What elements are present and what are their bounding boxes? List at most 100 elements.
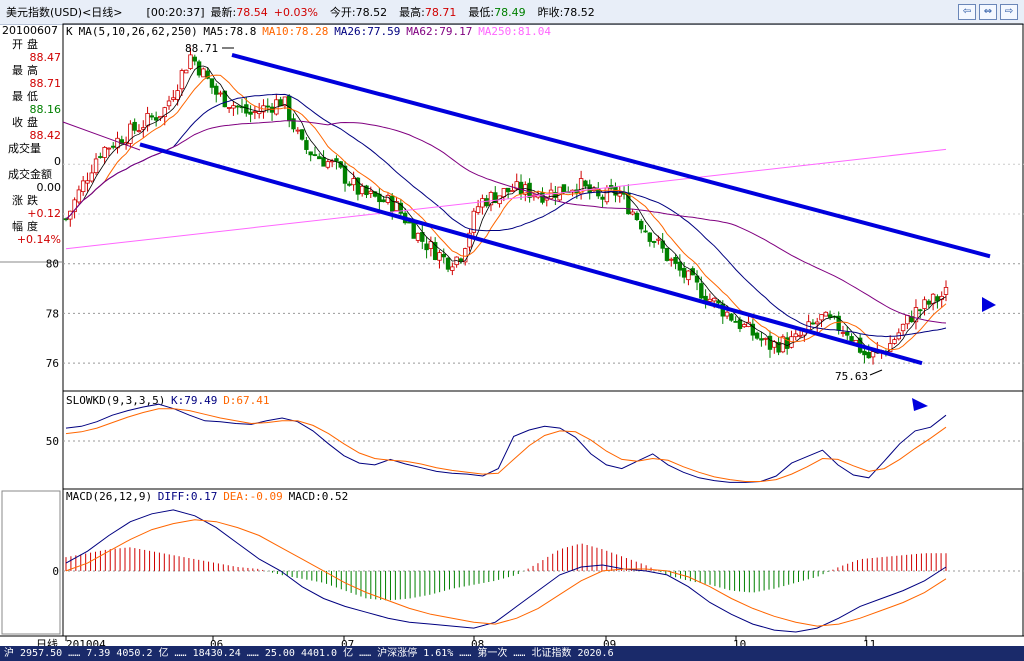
ma26-line (65, 93, 947, 338)
y-tick-label: 76 (46, 357, 59, 370)
prev-value: 78.52 (563, 5, 595, 19)
channel-lower-arrow (912, 398, 928, 411)
ma62-lead-line (62, 121, 141, 151)
candle-body (244, 104, 249, 114)
latest-change: +0.03% (273, 5, 318, 19)
volume-label: 成交量 (8, 142, 41, 155)
latest-value: 78.54 (236, 5, 268, 19)
candle-body (634, 212, 640, 221)
ma-legend-2: MA5:78.8 (203, 25, 256, 38)
candle-body (686, 270, 691, 281)
kd-k-line (65, 403, 947, 483)
candle-body (578, 178, 584, 195)
candle-body (89, 172, 94, 182)
candle-body (295, 129, 301, 132)
candle-body (407, 221, 412, 224)
candle-body (415, 232, 421, 241)
candle-body (201, 68, 206, 78)
candle-body (793, 333, 798, 338)
candle-body (162, 107, 167, 118)
candle-body (308, 151, 313, 156)
candle-body (183, 69, 189, 74)
candle-body (656, 238, 661, 241)
candle-body (711, 297, 717, 302)
candle-body (518, 181, 524, 195)
candle-body (149, 115, 155, 118)
volume-value: 0 (54, 155, 61, 168)
ma-legend-5: MA62:79.17 (406, 25, 472, 38)
ma250-line (65, 148, 947, 250)
candle-body (840, 332, 846, 334)
kd-y-tick: 50 (46, 435, 59, 448)
restore-icon[interactable]: ⇔ (979, 4, 997, 20)
candle-body (484, 198, 489, 207)
candle-body (471, 210, 477, 233)
candle-body (737, 319, 743, 329)
candle-body (630, 211, 635, 215)
candle-body (797, 334, 803, 337)
channel-upper-arrow (982, 297, 996, 312)
candle-body (677, 261, 683, 271)
kd-legend-2: D:67.41 (223, 394, 269, 407)
candle-body (445, 257, 451, 270)
candle-body (351, 178, 356, 186)
candle-body (505, 187, 511, 193)
candle-body (514, 181, 519, 190)
candle-body (420, 232, 425, 242)
candle-body (175, 90, 180, 100)
candle-body (359, 185, 365, 195)
candle-body (935, 296, 940, 302)
macd-side-box (1, 490, 61, 635)
candle-body (510, 190, 515, 192)
candle-body (643, 230, 648, 233)
candle-body (372, 191, 378, 197)
low-value: 88.16 (29, 103, 62, 116)
candle-body (205, 70, 210, 79)
candle-body (639, 220, 644, 230)
candle-body (72, 199, 77, 213)
candle-body (887, 343, 893, 352)
candle-body (561, 184, 567, 193)
candle-body (458, 258, 464, 262)
candle-body (106, 147, 112, 150)
candle-body (819, 314, 824, 321)
candle-body (299, 129, 305, 140)
ma-legend-3: MA10:78.28 (262, 25, 328, 38)
price-info-panel: 20100607 开盘 88.47 最高 88.71 最低 88.16 收盘 8… (0, 24, 63, 264)
macd-legend-2: DEA:-0.09 (223, 490, 283, 503)
candle-body (754, 332, 760, 339)
latest-label: 最新: (210, 6, 237, 19)
open-label: 今开: (329, 6, 356, 19)
kd-legend-0: SLOWKD(9,3,3,5) (66, 394, 165, 407)
candle-body (368, 190, 373, 194)
candle-body (707, 298, 713, 302)
next-icon[interactable]: ⇨ (1000, 4, 1018, 20)
candle-body (102, 146, 107, 158)
candle-body (553, 192, 558, 198)
candle-body (647, 232, 653, 242)
candle-body (235, 105, 240, 108)
candle-body (424, 243, 429, 251)
candle-body (132, 121, 137, 131)
prev-icon[interactable]: ⇦ (958, 4, 976, 20)
ma-legend-1: MA(5,10,26,62,250) (79, 25, 198, 38)
candle-body (480, 198, 485, 208)
candle-body (501, 188, 507, 198)
candle-body (488, 192, 494, 206)
candle-body (231, 105, 236, 109)
candle-body (733, 320, 738, 323)
candle-body (381, 199, 386, 203)
candle-body (759, 338, 764, 341)
y-tick-label: 78 (46, 307, 59, 320)
close-label: 收盘 (12, 116, 42, 129)
candle-body (523, 184, 528, 195)
candle-body (85, 180, 90, 184)
clock: [00:20:37] (146, 5, 205, 19)
candle-body (450, 266, 455, 271)
ma10-line (65, 74, 947, 351)
candle-body (342, 165, 348, 184)
amount-label: 成交金额 (8, 168, 52, 181)
close-value: 88.42 (29, 129, 62, 142)
candle-body (192, 56, 197, 62)
